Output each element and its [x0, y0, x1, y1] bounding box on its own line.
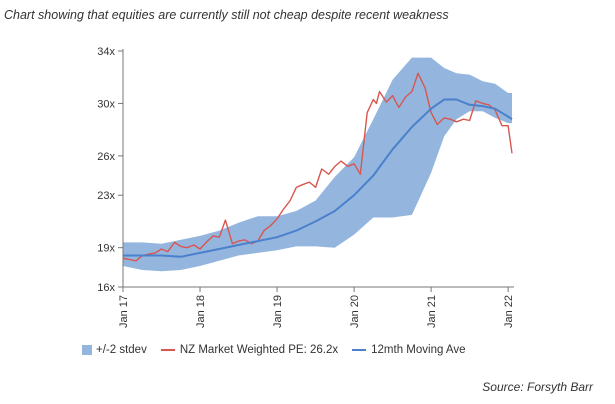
legend-label-ma: 12mth Moving Ave	[371, 344, 466, 356]
x-tick-label: Jan 19	[272, 295, 284, 328]
chart-legend: +/-2 stdev NZ Market Weighted PE: 26.2x …	[82, 344, 480, 356]
y-tick-label: 16x	[97, 282, 115, 294]
stdev-band	[123, 57, 512, 272]
chart-source: Source: Forsyth Barr	[482, 380, 593, 394]
chart-caption: Chart showing that equities are currentl…	[4, 8, 449, 22]
band-layer	[123, 57, 512, 272]
x-tick-label: Jan 22	[503, 295, 515, 328]
legend-label-pe: NZ Market Weighted PE: 26.2x	[179, 344, 339, 356]
y-tick-label: 19x	[97, 243, 115, 255]
series-line-pe	[122, 72, 513, 262]
x-tick-label: Jan 18	[195, 295, 207, 328]
legend-item-ma: 12mth Moving Ave	[352, 344, 466, 356]
x-tick-label: Jan 21	[426, 295, 438, 328]
legend-swatch-ma	[352, 349, 367, 351]
legend-item-band: +/-2 stdev	[82, 344, 147, 356]
y-tick-label: 30x	[97, 98, 115, 110]
y-tick-label: 26x	[97, 151, 115, 163]
series-layer	[122, 72, 513, 262]
series-line-ma	[123, 98, 513, 258]
x-tick-label: Jan 17	[118, 295, 130, 328]
x-tick-label: Jan 20	[349, 295, 361, 328]
legend-swatch-band	[82, 345, 92, 355]
legend-item-pe: NZ Market Weighted PE: 26.2x	[160, 344, 339, 356]
y-tick-label: 34x	[97, 46, 115, 58]
axis-layer: 16x 19x 23x 26x 30x 34x Jan 17 Jan 18 Jan 19 Jan …	[97, 46, 515, 328]
legend-label-band: +/-2 stdev	[96, 344, 147, 356]
legend-swatch-pe	[160, 349, 175, 351]
y-tick-label: 23x	[97, 190, 115, 202]
